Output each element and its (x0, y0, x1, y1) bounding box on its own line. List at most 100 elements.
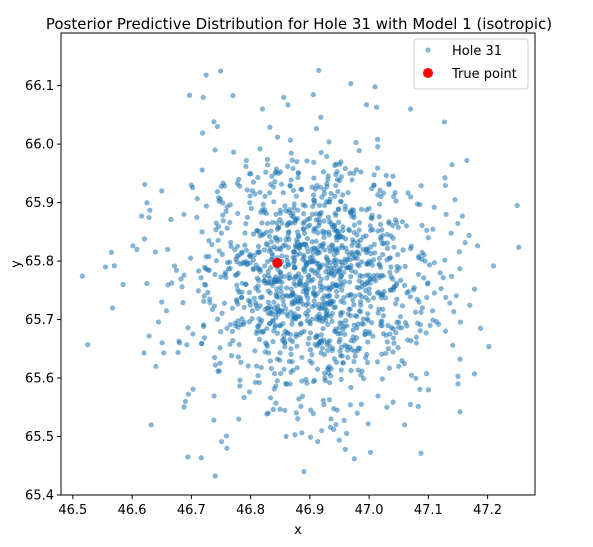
sample-point (336, 437, 342, 443)
sample-point (457, 356, 463, 362)
sample-point (351, 229, 357, 236)
sample-point (334, 169, 340, 175)
sample-point (322, 370, 328, 376)
sample-point (155, 319, 162, 325)
sample-point (175, 349, 181, 356)
sample-point (318, 210, 324, 216)
sample-point (424, 294, 430, 301)
sample-point (293, 410, 299, 416)
sample-point (309, 360, 315, 366)
sample-point (254, 275, 260, 281)
sample-point (274, 378, 280, 384)
sample-point (109, 305, 116, 311)
sample-point (205, 267, 211, 273)
sample-point (384, 404, 390, 410)
sample-point (319, 244, 325, 250)
sample-point (239, 250, 245, 256)
sample-point (222, 269, 229, 276)
sample-point (168, 216, 174, 223)
sample-point (352, 293, 358, 299)
sample-point (408, 245, 414, 252)
sample-point (278, 181, 285, 187)
sample-point (424, 227, 430, 233)
sample-point (273, 314, 279, 321)
sample-point (212, 473, 218, 479)
sample-point (374, 136, 381, 142)
sample-point (367, 280, 373, 286)
sample-point (466, 232, 472, 239)
sample-point (327, 248, 333, 254)
sample-point (277, 216, 283, 223)
sample-point (333, 227, 339, 233)
sample-point (259, 232, 265, 238)
sample-point (318, 114, 324, 120)
sample-point (379, 376, 385, 382)
sample-point (257, 320, 263, 326)
sample-point (370, 333, 376, 339)
sample-point (271, 328, 277, 334)
sample-point (462, 239, 468, 246)
y-tick-label: 65.4 (25, 489, 54, 504)
sample-point (364, 260, 371, 267)
sample-point (325, 257, 331, 263)
sample-point (236, 176, 242, 183)
sample-point (299, 430, 305, 436)
sample-point (442, 175, 448, 181)
sample-point (431, 260, 437, 266)
sample-point (390, 173, 396, 179)
sample-point (415, 403, 421, 410)
sample-point (200, 94, 206, 100)
sample-point (379, 241, 386, 247)
sample-point (350, 327, 356, 333)
sample-point (370, 295, 377, 301)
sample-point (311, 175, 317, 181)
sample-point (161, 350, 167, 356)
sample-point (366, 205, 372, 212)
sample-point (349, 177, 355, 183)
sample-point (376, 261, 382, 267)
sample-point (287, 183, 293, 189)
sample-point (339, 287, 345, 293)
sample-point (231, 149, 237, 155)
sample-point (348, 274, 354, 280)
sample-point (252, 379, 259, 385)
sample-point (514, 202, 520, 209)
sample-point (328, 190, 334, 197)
sample-point (359, 321, 365, 327)
sample-point (273, 400, 279, 406)
sample-point (141, 236, 148, 242)
sample-point (224, 225, 230, 231)
sample-point (336, 219, 342, 225)
sample-point (344, 430, 350, 436)
sample-point (313, 211, 320, 217)
sample-point (312, 200, 318, 206)
sample-point (421, 275, 427, 281)
sample-point (316, 311, 322, 317)
sample-point (378, 319, 384, 325)
sample-point (295, 170, 301, 176)
sample-point (349, 242, 355, 248)
sample-point (303, 262, 310, 268)
sample-point (362, 328, 369, 334)
sample-point (334, 293, 340, 300)
sample-point (309, 316, 315, 322)
sample-point (354, 410, 360, 416)
sample-point (230, 338, 236, 344)
y-axis-title: y (9, 260, 24, 268)
sample-point (111, 263, 117, 269)
sample-point (220, 200, 226, 206)
y-axis: 65.4 65.5 65.6 65.7 65.8 65.9 66.0 66.1 (25, 79, 61, 504)
sample-point (332, 328, 338, 334)
sample-point (365, 421, 371, 427)
sample-point (427, 322, 433, 328)
sample-point (309, 239, 315, 245)
sample-point (404, 290, 410, 296)
sample-point (198, 275, 204, 281)
sample-point (315, 230, 321, 236)
sample-point (303, 292, 310, 298)
sample-point (277, 357, 283, 363)
sample-point (314, 343, 320, 349)
sample-point (224, 325, 230, 331)
sample-point (270, 339, 276, 345)
sample-point (430, 317, 436, 323)
